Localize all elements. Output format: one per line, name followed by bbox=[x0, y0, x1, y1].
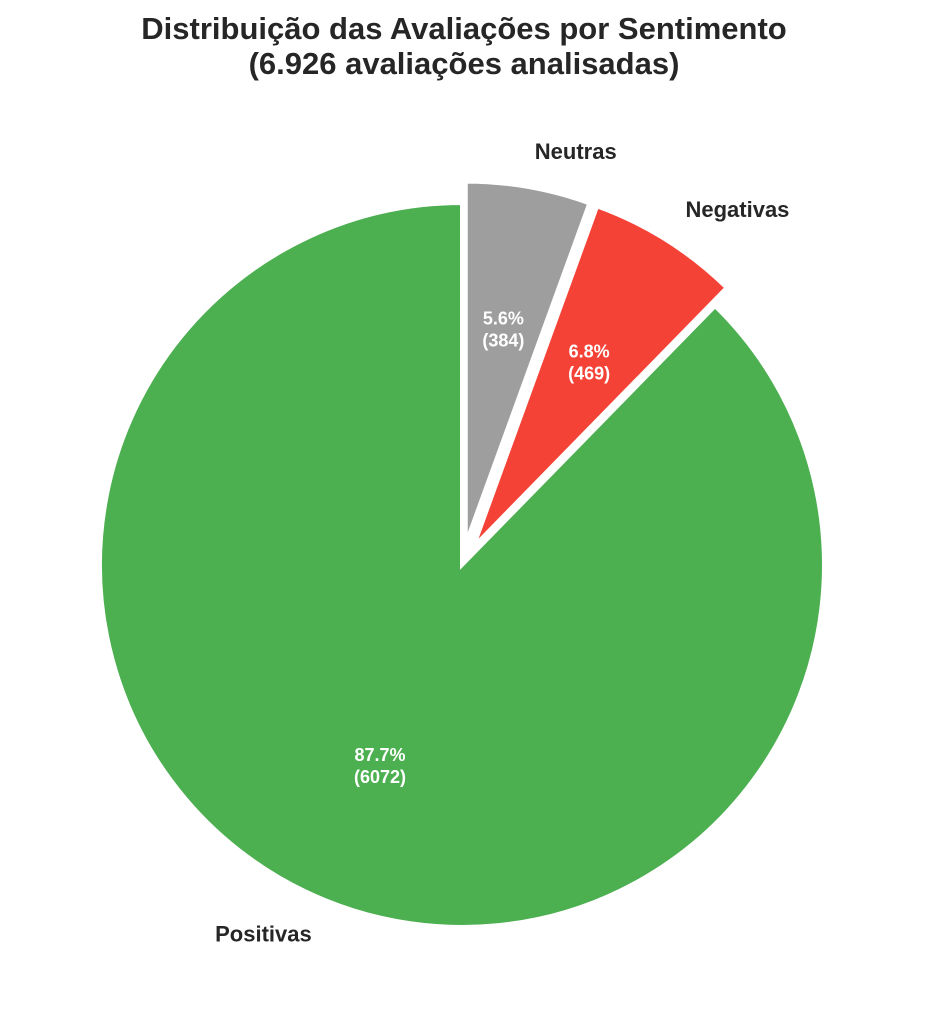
pie-label-positivas: Positivas bbox=[215, 921, 312, 946]
pie-percent-positivas: 87.7% bbox=[355, 745, 406, 765]
pie-label-negativas: Negativas bbox=[685, 197, 789, 222]
pie-slice-neutras bbox=[463, 179, 592, 545]
pie-percent-negativas: 6.8% bbox=[569, 342, 610, 362]
chart-title-line-2: (6.926 avaliações analisadas) bbox=[249, 46, 680, 81]
pie-slices bbox=[98, 179, 826, 929]
pie-percent-neutras: 5.6% bbox=[483, 309, 524, 329]
pie-count-negativas: (469) bbox=[568, 364, 610, 384]
chart-title-line-1: Distribuição das Avaliações por Sentimen… bbox=[141, 11, 786, 46]
pie-label-neutras: Neutras bbox=[535, 139, 617, 164]
pie-slice-positivas bbox=[98, 200, 826, 929]
pie-count-positivas: (6072) bbox=[354, 767, 406, 787]
pie-count-neutras: (384) bbox=[482, 331, 524, 351]
pie-slice-negativas bbox=[471, 203, 730, 549]
pie-labels: Neutras 5.6%(384) Negativas 6.8%(469) Positi… bbox=[215, 139, 789, 946]
